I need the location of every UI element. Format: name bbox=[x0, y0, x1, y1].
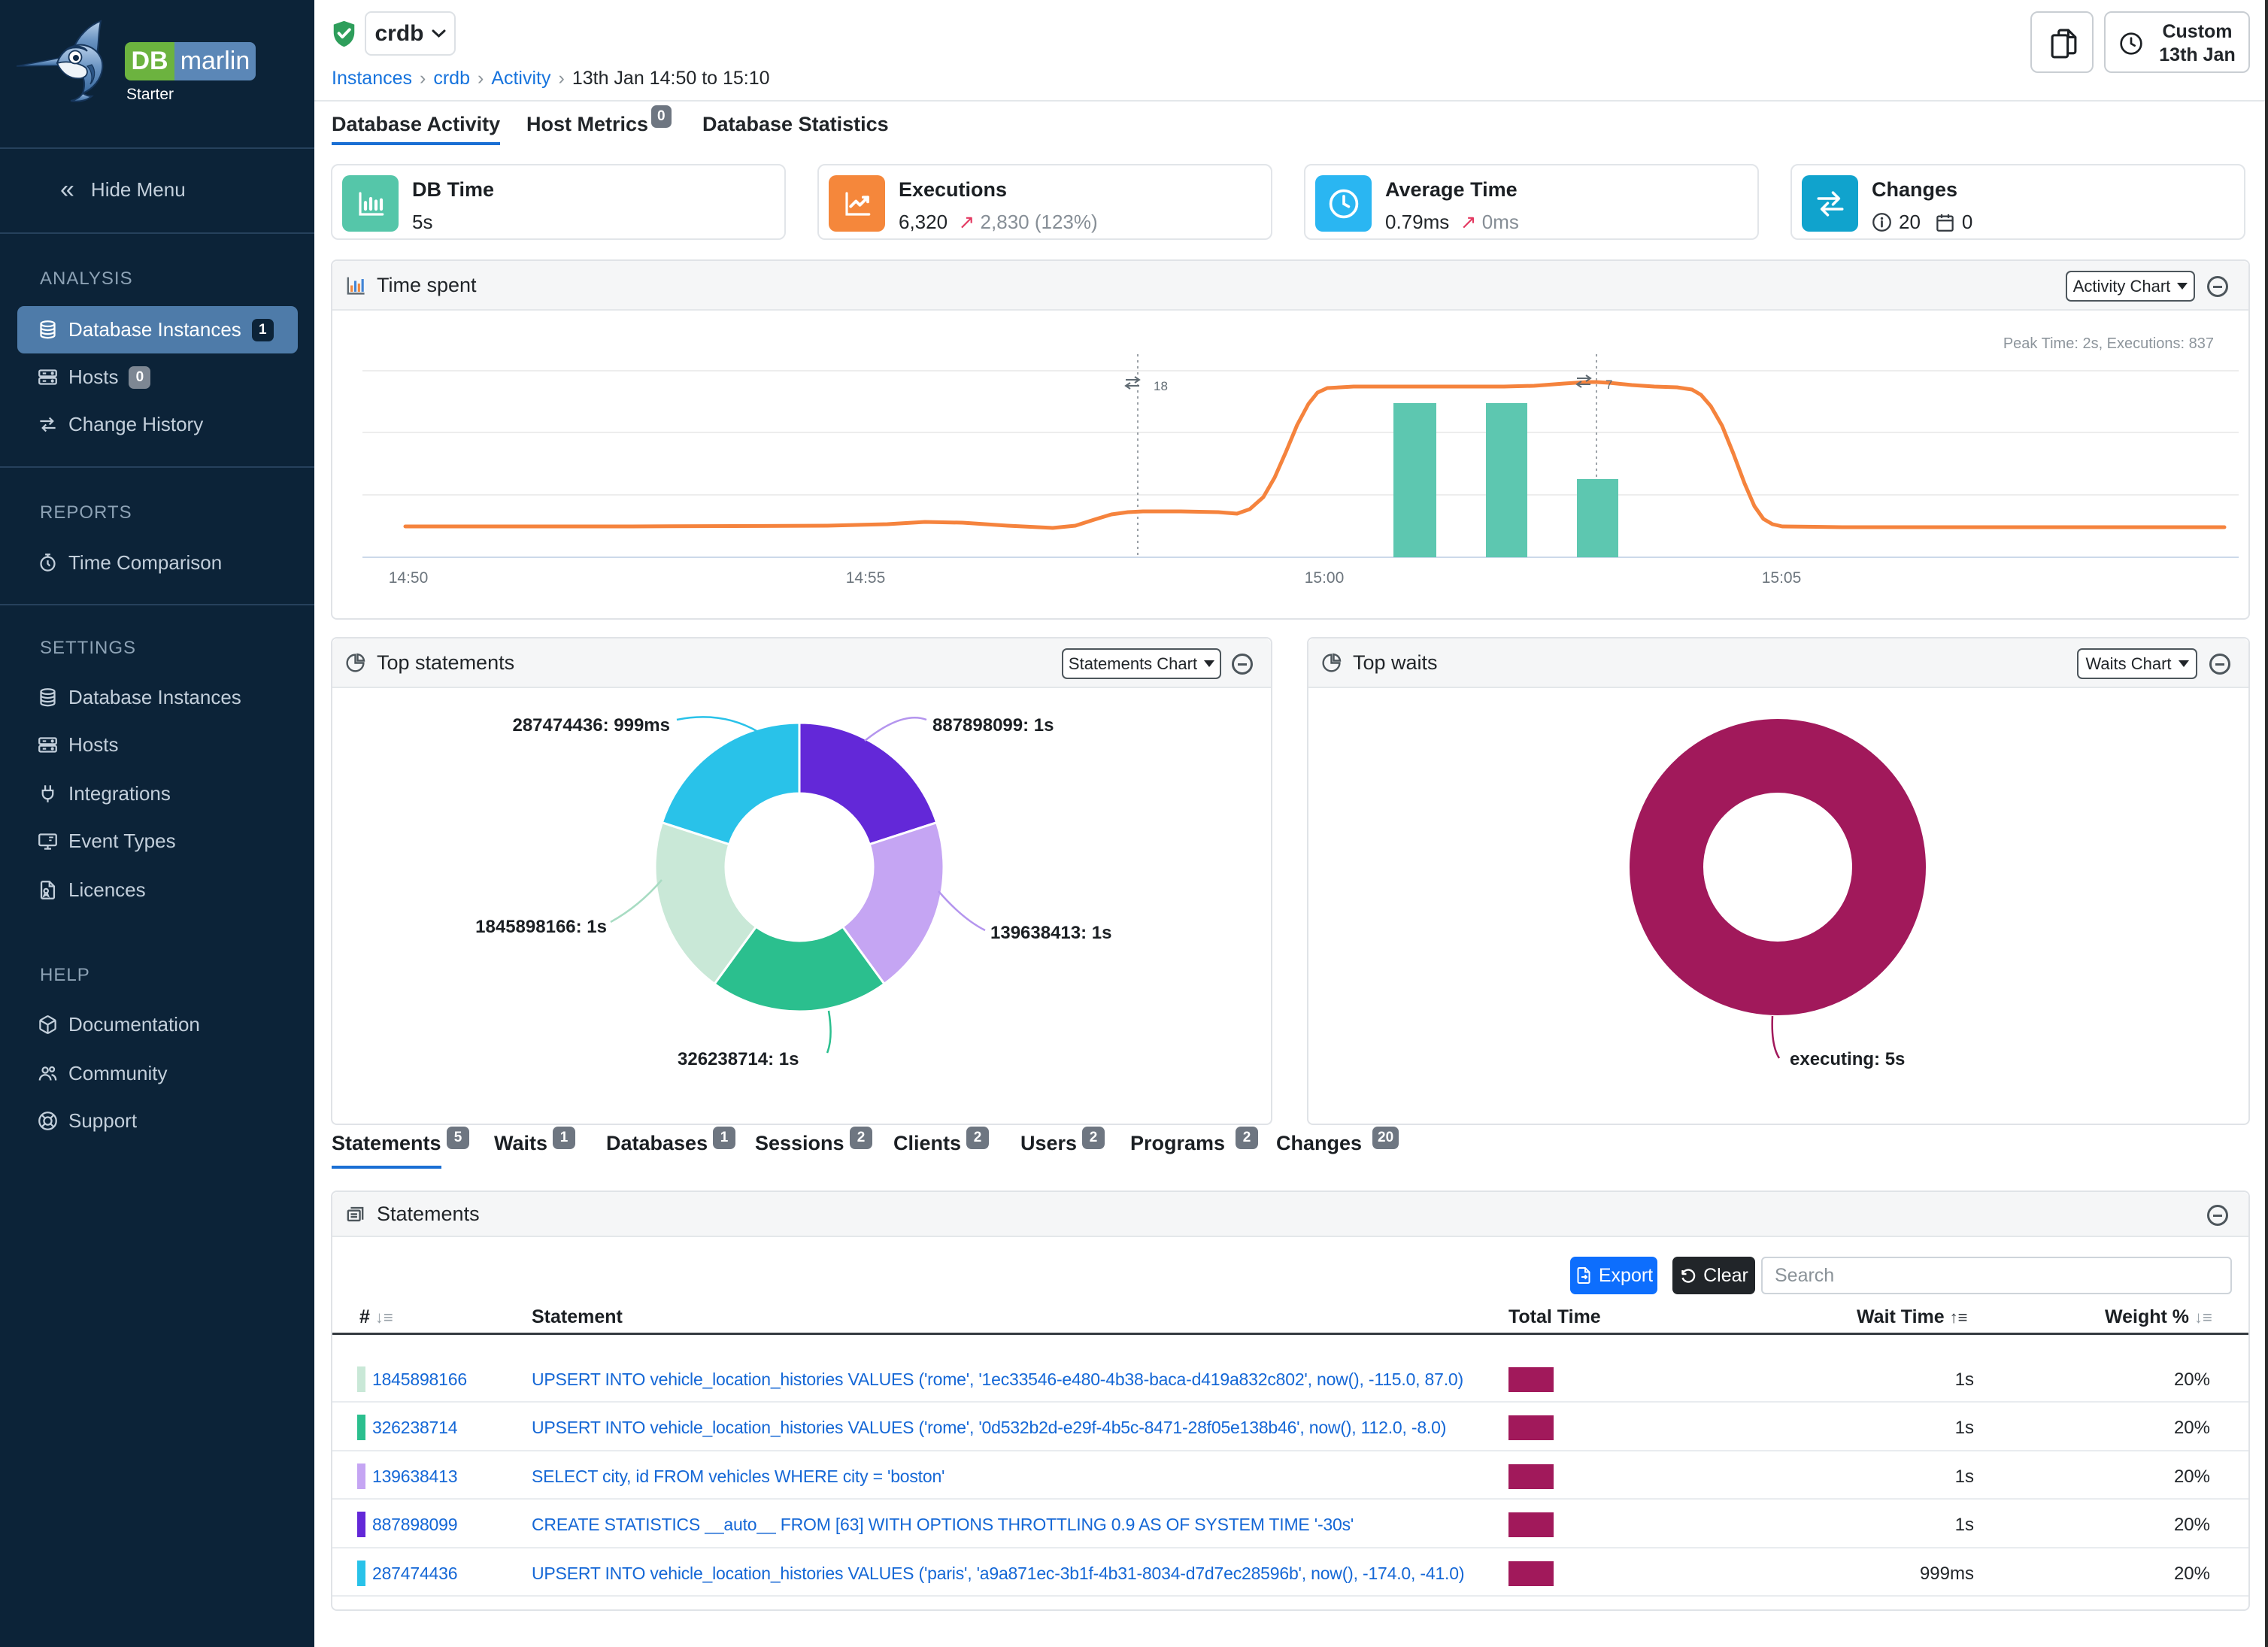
svg-text:7: 7 bbox=[1605, 378, 1612, 392]
svg-text:18: 18 bbox=[1154, 379, 1168, 393]
svg-text:executing: 5s: executing: 5s bbox=[1790, 1049, 1905, 1069]
svg-text:Peak Time: 2s, Executions: 837: Peak Time: 2s, Executions: 837 bbox=[2003, 335, 2214, 352]
svg-text:15:00: 15:00 bbox=[1305, 569, 1345, 587]
svg-text:1845898166: 1s: 1845898166: 1s bbox=[475, 917, 607, 937]
svg-text:14:55: 14:55 bbox=[846, 569, 886, 587]
svg-text:139638413: 1s: 139638413: 1s bbox=[990, 923, 1111, 943]
svg-text:15:05: 15:05 bbox=[1762, 569, 1802, 587]
svg-text:326238714: 1s: 326238714: 1s bbox=[678, 1049, 799, 1069]
svg-text:14:50: 14:50 bbox=[389, 569, 429, 587]
svg-text:887898099: 1s: 887898099: 1s bbox=[932, 715, 1054, 736]
svg-text:287474436: 999ms: 287474436: 999ms bbox=[512, 715, 670, 736]
